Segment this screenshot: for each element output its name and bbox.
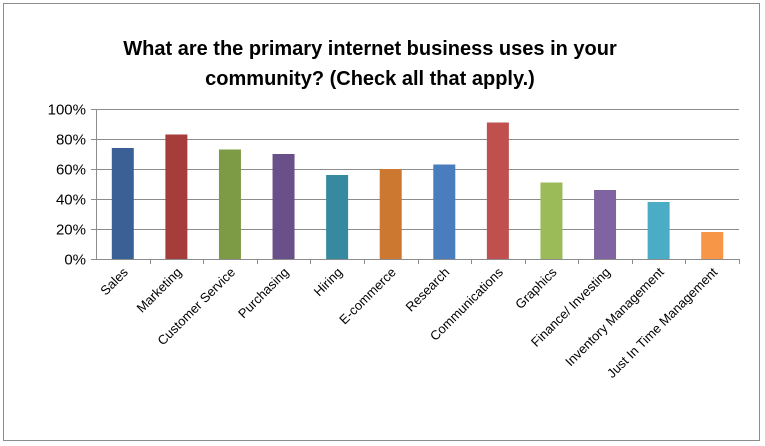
gridlines	[96, 109, 739, 230]
axes	[91, 109, 740, 264]
bar	[433, 164, 456, 259]
x-tick-label: Just In Time Management	[604, 264, 721, 381]
bar	[647, 202, 670, 259]
y-tick-label: 20%	[56, 222, 86, 239]
x-tick-label: Research	[402, 265, 452, 315]
x-tick-label: Marketing	[134, 265, 185, 316]
x-tick-label: Hiring	[311, 265, 346, 300]
y-tick-label: 60%	[56, 162, 86, 179]
bar	[218, 149, 241, 259]
bar	[701, 232, 724, 259]
bar	[111, 148, 134, 259]
bar	[326, 175, 349, 259]
bar	[594, 190, 617, 259]
bar	[486, 122, 509, 259]
bar	[379, 169, 402, 259]
x-tick-label: Graphics	[512, 264, 560, 312]
x-tick-label: Sales	[97, 264, 131, 298]
y-tick-labels: 0% 20% 40% 60% 80% 100%	[48, 102, 86, 269]
x-tick-label: Purchasing	[235, 265, 292, 322]
y-tick-label: 0%	[64, 252, 86, 269]
x-tick-label: Inventory Management	[562, 264, 667, 369]
y-tick-label: 100%	[48, 102, 86, 119]
y-tick-label: 40%	[56, 192, 86, 209]
chart-title-line-2: community? (Check all that apply.)	[205, 68, 535, 90]
chart-title-line-1: What are the primary internet business u…	[123, 38, 617, 60]
chart-frame: What are the primary internet business u…	[3, 3, 760, 441]
bars	[111, 122, 724, 259]
bar	[540, 182, 563, 259]
bar-chart: What are the primary internet business u…	[48, 38, 740, 381]
bar	[272, 154, 295, 259]
bar	[165, 134, 188, 259]
x-tick-label: E-commerce	[336, 265, 399, 328]
y-tick-label: 80%	[56, 132, 86, 149]
